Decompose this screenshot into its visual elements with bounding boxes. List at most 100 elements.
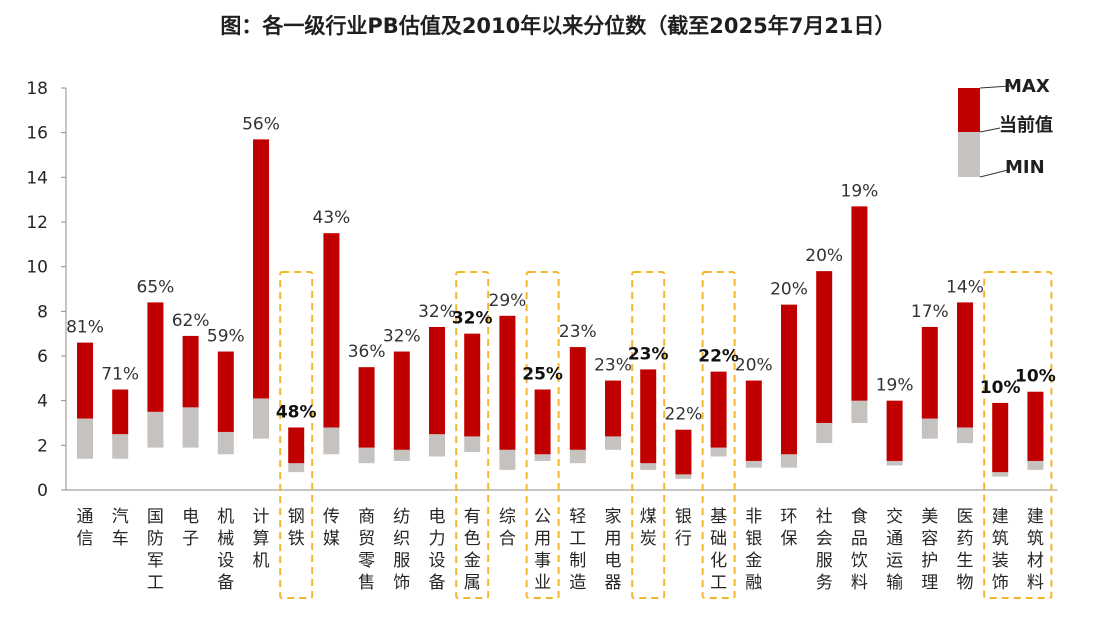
percentile-label: 23% <box>594 356 632 376</box>
y-tick-label: 12 <box>26 213 48 233</box>
bar-max-segment <box>816 271 833 423</box>
bar-min-segment <box>499 449 516 470</box>
bar-max-segment <box>851 206 868 401</box>
percentile-label: 62% <box>172 311 210 331</box>
category-label: 银行 <box>675 507 692 549</box>
bar-min-segment <box>605 436 621 450</box>
bar-max-segment <box>358 367 375 448</box>
percentile-label: 32% <box>383 327 421 347</box>
category-label: 综合 <box>499 507 516 549</box>
bar-min-segment <box>781 454 797 468</box>
category-label: 国防军工 <box>147 507 164 593</box>
bar-min-segment <box>992 472 1009 477</box>
bar-min-segment <box>1027 460 1044 470</box>
bar-max-segment <box>499 315 516 450</box>
highlight-box <box>983 271 1053 599</box>
highlight-box <box>701 271 736 599</box>
bar-max-segment <box>745 380 762 461</box>
bar-min-segment <box>182 407 199 448</box>
highlight-box <box>279 271 314 599</box>
percentile-label: 10% <box>980 378 1021 398</box>
category-label: 基础化工 <box>710 507 727 593</box>
percentile-label: 14% <box>946 277 984 297</box>
category-label: 计算机 <box>253 507 270 571</box>
bar-max-segment <box>710 371 727 448</box>
y-tick-label: 16 <box>26 124 48 144</box>
category-label: 轻工制造 <box>569 507 586 593</box>
bar-min-segment <box>957 427 973 444</box>
y-tick-label: 4 <box>37 392 48 412</box>
bar-max-segment <box>253 139 269 399</box>
category-label: 有色金属 <box>464 507 481 593</box>
legend-leader-min <box>979 169 1009 178</box>
percentile-label: 20% <box>805 246 843 266</box>
percentile-label: 20% <box>735 356 773 376</box>
y-tick-label: 0 <box>37 481 48 501</box>
percentile-label: 20% <box>770 280 808 300</box>
highlight-box <box>525 271 560 599</box>
bar-min-segment <box>534 454 551 461</box>
percentile-label: 48% <box>276 402 317 422</box>
bar-max-segment <box>605 380 621 437</box>
bar-min-segment <box>358 447 375 464</box>
percentile-label: 36% <box>348 342 386 362</box>
percentile-label: 19% <box>876 376 914 396</box>
bar-max-segment <box>288 427 305 464</box>
category-label: 煤炭 <box>640 507 657 549</box>
legend-label-current: 当前值 <box>999 114 1053 136</box>
percentile-label: 10% <box>1015 367 1056 387</box>
category-label: 机械设备 <box>217 507 234 593</box>
bar-min-segment <box>147 411 164 448</box>
bar-min-segment <box>745 460 762 468</box>
y-tick-label: 18 <box>26 79 48 99</box>
legend-leader-current <box>979 127 1001 133</box>
bar-min-segment <box>393 449 410 461</box>
y-tick-label: 2 <box>37 436 48 456</box>
bar-min-segment <box>429 434 445 457</box>
percentile-label: 19% <box>841 181 879 201</box>
bar-max-segment <box>957 302 973 428</box>
category-label: 交通运输 <box>886 507 903 593</box>
highlight-box <box>631 271 666 599</box>
category-label: 社会服务 <box>816 507 833 593</box>
category-label: 通信 <box>77 507 94 549</box>
percentile-label: 71% <box>101 365 139 385</box>
bar-max-segment <box>886 400 903 461</box>
percentile-label: 56% <box>242 114 280 134</box>
bar-max-segment <box>640 369 657 464</box>
category-label: 美容护理 <box>921 507 938 593</box>
legend-swatch-upper <box>958 88 980 132</box>
bar-max-segment <box>112 389 129 435</box>
bar-max-segment <box>217 351 234 432</box>
category-label: 建筑装饰 <box>992 507 1009 593</box>
category-label: 钢铁 <box>288 507 305 549</box>
bar-max-segment <box>393 351 410 450</box>
legend-swatch-lower <box>958 132 980 177</box>
bar-min-segment <box>323 427 340 455</box>
percentile-label: 65% <box>137 277 175 297</box>
bar-min-segment <box>886 460 903 466</box>
bar-min-segment <box>288 463 305 473</box>
bar-max-segment <box>429 326 445 435</box>
y-tick-label: 6 <box>37 347 48 367</box>
bar-min-segment <box>569 449 586 464</box>
bar-min-segment <box>253 398 269 439</box>
bar-min-segment <box>464 436 481 453</box>
bar-max-segment <box>323 233 340 428</box>
percentile-label: 32% <box>452 309 493 329</box>
chart-title: 图：各一级行业PB估值及2010年以来分位数（截至2025年7月21日） <box>220 14 896 38</box>
bar-min-segment <box>217 431 234 455</box>
percentile-label: 32% <box>418 302 456 322</box>
bar-max-segment <box>921 326 938 419</box>
bar-max-segment <box>1027 391 1044 461</box>
category-label: 家用电器 <box>605 507 622 593</box>
bar-min-segment <box>77 418 93 459</box>
category-label: 传媒 <box>323 507 340 549</box>
category-label: 公用事业 <box>534 507 551 593</box>
y-tick-label: 10 <box>26 258 48 278</box>
category-label: 电子 <box>182 507 199 549</box>
highlight-box <box>455 271 490 599</box>
legend-label-max: MAX <box>1004 76 1050 97</box>
category-label: 电力设备 <box>429 507 446 593</box>
percentile-label: 59% <box>207 327 245 347</box>
